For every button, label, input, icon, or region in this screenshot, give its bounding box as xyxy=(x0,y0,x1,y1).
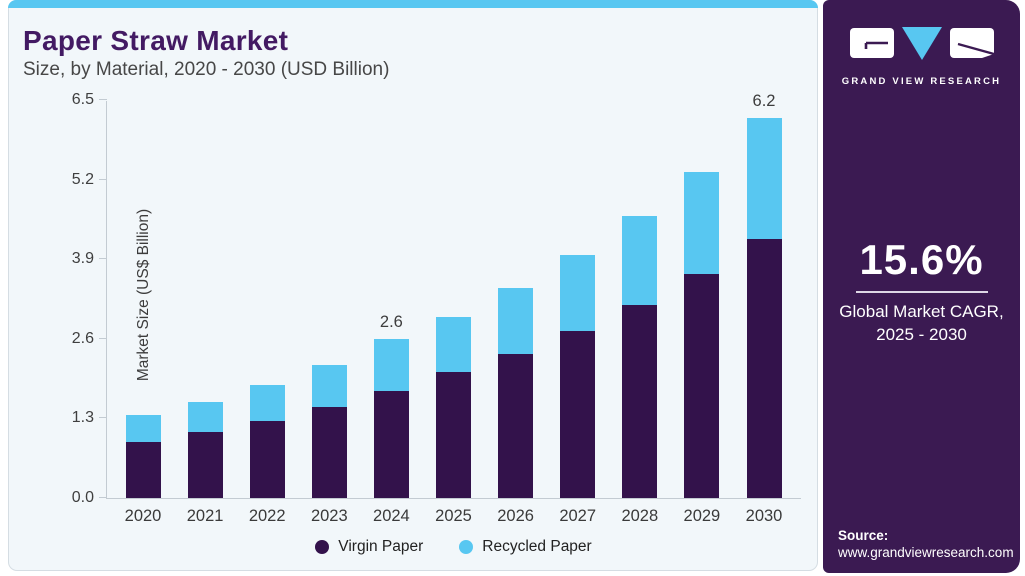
chart-title: Paper Straw Market xyxy=(23,25,289,56)
bar-2023 xyxy=(311,364,347,498)
bar-segment-recycled-paper-2030 xyxy=(746,118,782,239)
cagr-label-line1: Global Market CAGR, xyxy=(839,302,1004,321)
bar-segment-recycled-paper-2028 xyxy=(622,216,658,305)
y-tick-mark xyxy=(99,337,107,339)
gvr-logo-icon xyxy=(849,27,994,60)
x-tick-label-2029: 2029 xyxy=(683,507,721,525)
bar-segment-virgin-paper-2020 xyxy=(125,442,161,498)
bar-total-label-2030: 6.2 xyxy=(752,92,776,111)
bar-segment-virgin-paper-2028 xyxy=(622,304,658,498)
source-block: Source: www.grandviewresearch.com xyxy=(838,528,1014,560)
bar-segment-recycled-paper-2021 xyxy=(187,401,223,433)
bar-2028 xyxy=(622,216,658,498)
y-tick-mark xyxy=(99,417,107,419)
y-tick-mark xyxy=(99,178,107,180)
cagr-label: Global Market CAGR, 2025 - 2030 xyxy=(823,301,1020,347)
legend-item-recycled-paper: Recycled Paper xyxy=(459,538,592,556)
y-tick-mark xyxy=(99,497,107,498)
bar-2021 xyxy=(187,401,223,498)
legend-label: Recycled Paper xyxy=(482,538,592,555)
logo-wordmark: GRAND VIEW RESEARCH xyxy=(841,76,1002,87)
x-tick-label-2021: 2021 xyxy=(186,507,224,525)
bar-segment-virgin-paper-2023 xyxy=(311,407,347,498)
chart-subtitle: Size, by Material, 2020 - 2030 (USD Bill… xyxy=(23,59,390,80)
legend-dot-icon xyxy=(315,540,330,554)
card-top-accent-bar xyxy=(8,0,818,8)
grand-view-research-logo: GRAND VIEW RESEARCH xyxy=(823,24,1020,87)
chart-legend: Virgin Paper Recycled Paper xyxy=(106,538,801,556)
x-tick-label-2025: 2025 xyxy=(435,507,472,525)
bar-segment-recycled-paper-2026 xyxy=(498,287,534,354)
bar-segment-recycled-paper-2022 xyxy=(249,385,285,421)
bar-2026 xyxy=(498,287,534,498)
bar-segment-virgin-paper-2027 xyxy=(560,330,596,498)
cagr-block: 15.6% Global Market CAGR, 2025 - 2030 xyxy=(823,236,1020,347)
y-tick-label: 2.6 xyxy=(71,329,94,347)
bar-segment-virgin-paper-2029 xyxy=(684,273,720,498)
bar-segment-recycled-paper-2027 xyxy=(560,254,596,331)
bar-segment-recycled-paper-2024 xyxy=(373,338,409,392)
bar-total-label-2024: 2.6 xyxy=(379,312,403,331)
y-tick-mark xyxy=(99,258,107,260)
y-tick-label: 6.5 xyxy=(71,91,94,108)
bar-2027 xyxy=(560,254,596,498)
y-tick-label: 5.2 xyxy=(71,170,94,188)
x-tick-label-2022: 2022 xyxy=(248,507,286,525)
bar-2029 xyxy=(684,171,720,498)
chart-card: Paper Straw Market Size, by Material, 20… xyxy=(8,0,818,571)
bar-2024 xyxy=(373,338,409,498)
y-tick-label: 0.0 xyxy=(71,489,94,506)
bar-2025 xyxy=(436,316,471,498)
bar-segment-recycled-paper-2029 xyxy=(684,171,720,274)
source-label: Source: xyxy=(838,528,889,543)
cagr-divider xyxy=(855,291,988,293)
bar-segment-virgin-paper-2024 xyxy=(373,391,409,498)
legend-label: Virgin Paper xyxy=(338,538,424,555)
x-tick-label-2020: 2020 xyxy=(124,507,162,525)
bar-segment-recycled-paper-2025 xyxy=(436,316,471,373)
x-tick-label-2030: 2030 xyxy=(745,507,783,525)
cagr-label-line2: 2025 - 2030 xyxy=(876,324,967,344)
bar-segment-virgin-paper-2021 xyxy=(187,432,223,498)
source-url: www.grandviewresearch.com xyxy=(838,545,1014,560)
bar-segment-recycled-paper-2023 xyxy=(311,364,347,408)
y-tick-label: 3.9 xyxy=(71,250,94,268)
bar-2020 xyxy=(125,415,161,498)
legend-item-virgin-paper: Virgin Paper xyxy=(315,538,423,556)
plot-area: Market Size (US$ Billion) 0.0 1.3 2.6 3.9 5.… xyxy=(72,91,801,525)
bar-2030 xyxy=(746,118,782,498)
x-tick-label-2028: 2028 xyxy=(621,507,659,525)
x-tick-label-2024: 2024 xyxy=(373,507,410,525)
bar-segment-virgin-paper-2026 xyxy=(498,353,534,498)
x-tick-label-2026: 2026 xyxy=(497,507,534,525)
y-tick-mark xyxy=(99,99,107,100)
brand-sidebar: GRAND VIEW RESEARCH 15.6% Global Market … xyxy=(823,0,1020,573)
bar-segment-virgin-paper-2025 xyxy=(436,372,471,498)
bar-2022 xyxy=(249,385,285,498)
bar-segment-recycled-paper-2020 xyxy=(125,415,161,443)
cagr-value: 15.6% xyxy=(859,236,984,283)
x-tick-label-2023: 2023 xyxy=(310,507,348,525)
y-tick-label: 1.3 xyxy=(71,409,94,427)
legend-dot-icon xyxy=(459,540,474,554)
bar-segment-virgin-paper-2022 xyxy=(249,420,285,498)
bar-segment-virgin-paper-2030 xyxy=(746,239,782,498)
x-tick-label-2027: 2027 xyxy=(559,507,597,525)
